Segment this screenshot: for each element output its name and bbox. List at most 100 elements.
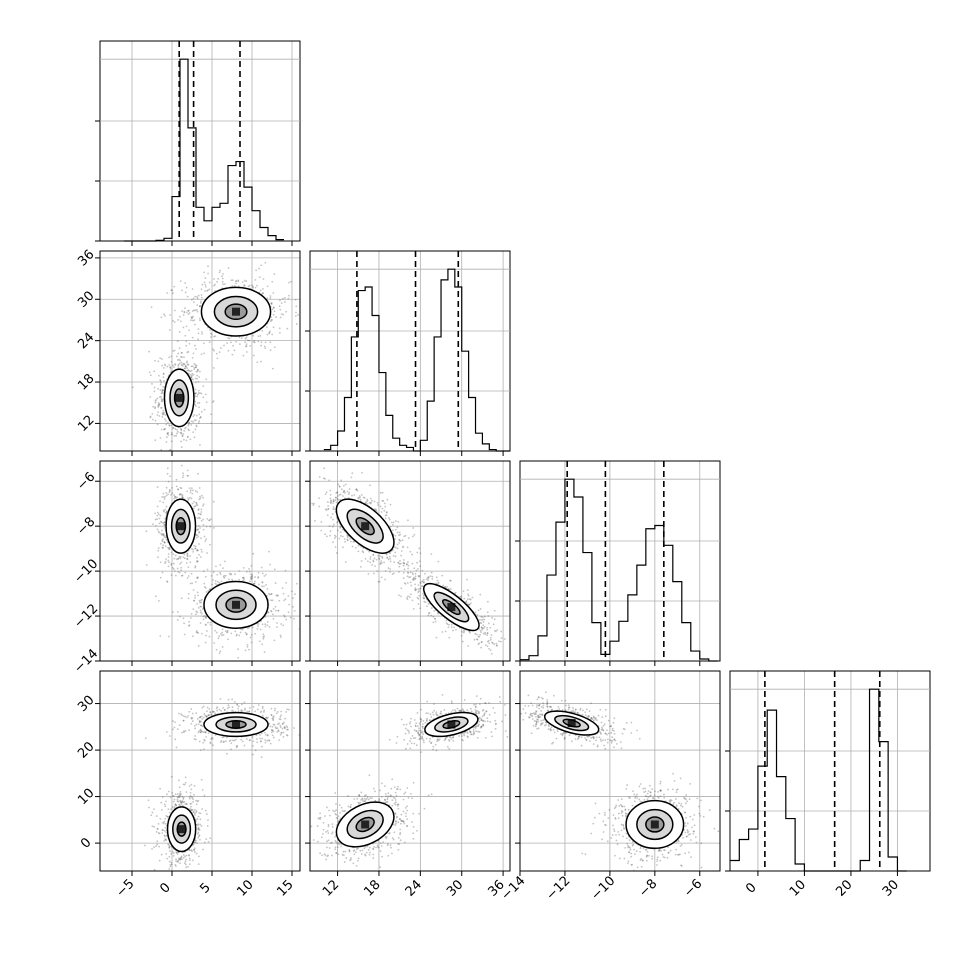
- sample-point: [386, 514, 388, 516]
- sample-point: [407, 568, 409, 570]
- sample-point: [193, 301, 195, 303]
- sample-point: [177, 728, 179, 730]
- sample-point: [487, 615, 489, 617]
- sample-point: [198, 645, 200, 647]
- sample-point: [210, 413, 212, 415]
- sample-point: [423, 579, 425, 581]
- sample-point: [261, 341, 263, 343]
- sample-point: [194, 597, 196, 599]
- sample-point: [339, 486, 341, 488]
- sample-point: [330, 517, 332, 519]
- sample-point: [399, 534, 401, 536]
- sample-point: [157, 411, 159, 413]
- sample-point: [196, 603, 198, 605]
- sample-point: [181, 803, 183, 805]
- panel-frame: [100, 41, 300, 241]
- sample-point: [261, 746, 263, 748]
- sample-point: [409, 551, 411, 553]
- sample-point: [360, 566, 362, 568]
- sample-point: [182, 720, 184, 722]
- sample-point: [157, 424, 159, 426]
- sample-point: [246, 633, 248, 635]
- panel-3-3: [730, 671, 930, 871]
- sample-point: [205, 378, 207, 380]
- sample-point: [189, 863, 191, 865]
- sample-point: [204, 624, 206, 626]
- sample-point: [219, 652, 221, 654]
- sample-point: [194, 345, 196, 347]
- sample-point: [196, 375, 198, 377]
- sample-point: [253, 341, 255, 343]
- sample-point: [340, 531, 342, 533]
- sample-point: [229, 740, 231, 742]
- sample-point: [395, 520, 397, 522]
- sample-point: [196, 549, 198, 551]
- sample-point: [333, 506, 335, 508]
- sample-point: [488, 623, 490, 625]
- sample-point: [219, 351, 221, 353]
- sample-point: [192, 608, 194, 610]
- sample-point: [169, 547, 171, 549]
- sample-point: [164, 509, 166, 511]
- sample-point: [177, 489, 179, 491]
- sample-point: [175, 793, 177, 795]
- sample-point: [282, 587, 284, 589]
- sample-point: [165, 839, 167, 841]
- sample-point: [192, 635, 194, 637]
- sample-point: [189, 859, 191, 861]
- sample-point: [198, 531, 200, 533]
- sample-point: [238, 710, 240, 712]
- sample-point: [263, 635, 265, 637]
- sample-point: [484, 616, 486, 618]
- sample-point: [182, 327, 184, 329]
- sample-point: [286, 708, 288, 710]
- sample-point: [184, 368, 186, 370]
- sample-point: [172, 720, 174, 722]
- sample-point: [276, 622, 278, 624]
- sample-point: [172, 350, 174, 352]
- sample-point: [206, 813, 208, 815]
- sample-point: [172, 365, 174, 367]
- sample-point: [213, 642, 215, 644]
- sample-point: [222, 273, 224, 275]
- sample-point: [264, 651, 266, 653]
- sample-point: [162, 502, 164, 504]
- sample-point: [195, 712, 197, 714]
- sample-point: [186, 287, 188, 289]
- sample-point: [164, 418, 166, 420]
- sample-point: [288, 709, 290, 711]
- sample-point: [395, 556, 397, 558]
- sample-point: [177, 619, 179, 621]
- sample-point: [164, 830, 166, 832]
- sample-point: [279, 716, 281, 718]
- sample-point: [171, 792, 173, 794]
- sample-point: [171, 487, 173, 489]
- sample-point: [273, 715, 275, 717]
- sample-point: [239, 336, 241, 338]
- sample-point: [200, 393, 202, 395]
- sample-point: [184, 282, 186, 284]
- sample-point: [246, 351, 248, 353]
- sample-point: [328, 479, 330, 481]
- sample-point: [187, 436, 189, 438]
- sample-point: [220, 347, 222, 349]
- sample-point: [247, 646, 249, 648]
- sample-point: [169, 475, 171, 477]
- sample-point: [239, 570, 241, 572]
- sample-point: [195, 800, 197, 802]
- sample-point: [173, 855, 175, 857]
- sample-point: [179, 331, 181, 333]
- sample-point: [270, 743, 272, 745]
- sample-point: [213, 285, 215, 287]
- sample-point: [198, 607, 200, 609]
- sample-point: [441, 631, 443, 633]
- sample-point: [234, 701, 236, 703]
- sample-point: [198, 406, 200, 408]
- sample-point: [192, 713, 194, 715]
- sample-point: [395, 547, 397, 549]
- panel-frame: [520, 461, 720, 661]
- sample-point: [204, 290, 206, 292]
- sample-point: [220, 740, 222, 742]
- sample-point: [161, 416, 163, 418]
- sample-point: [249, 340, 251, 342]
